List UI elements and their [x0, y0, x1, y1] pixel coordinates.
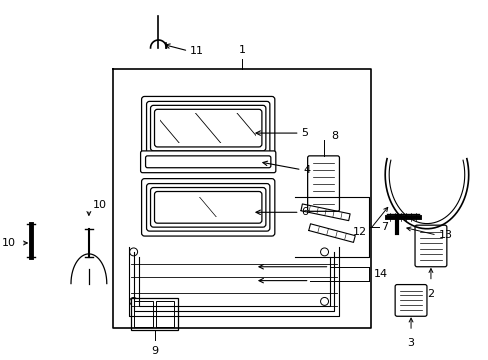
- FancyBboxPatch shape: [141, 151, 275, 173]
- Text: 8: 8: [331, 131, 338, 141]
- FancyBboxPatch shape: [154, 109, 262, 147]
- Text: 4: 4: [303, 165, 310, 175]
- FancyBboxPatch shape: [154, 192, 262, 223]
- Text: 1: 1: [238, 45, 245, 55]
- Text: 5: 5: [301, 128, 308, 138]
- FancyBboxPatch shape: [150, 105, 265, 151]
- Text: 3: 3: [407, 338, 414, 348]
- Text: 7: 7: [381, 222, 387, 232]
- Text: 9: 9: [151, 346, 158, 356]
- Bar: [155, 301, 174, 327]
- FancyBboxPatch shape: [307, 156, 339, 211]
- Text: 14: 14: [373, 269, 387, 279]
- FancyBboxPatch shape: [142, 96, 274, 160]
- FancyBboxPatch shape: [394, 284, 426, 316]
- FancyBboxPatch shape: [146, 184, 269, 231]
- Text: 10: 10: [93, 201, 107, 210]
- Text: 12: 12: [352, 227, 366, 237]
- FancyBboxPatch shape: [414, 225, 446, 267]
- Text: 2: 2: [427, 288, 434, 298]
- FancyBboxPatch shape: [146, 102, 269, 155]
- Text: 6: 6: [301, 207, 308, 217]
- Bar: [130, 298, 178, 330]
- FancyBboxPatch shape: [150, 188, 265, 227]
- Text: 10: 10: [1, 238, 15, 248]
- Bar: [133, 301, 152, 327]
- FancyBboxPatch shape: [142, 179, 274, 236]
- FancyBboxPatch shape: [145, 156, 270, 168]
- Text: 13: 13: [438, 230, 452, 240]
- Text: 11: 11: [190, 46, 204, 56]
